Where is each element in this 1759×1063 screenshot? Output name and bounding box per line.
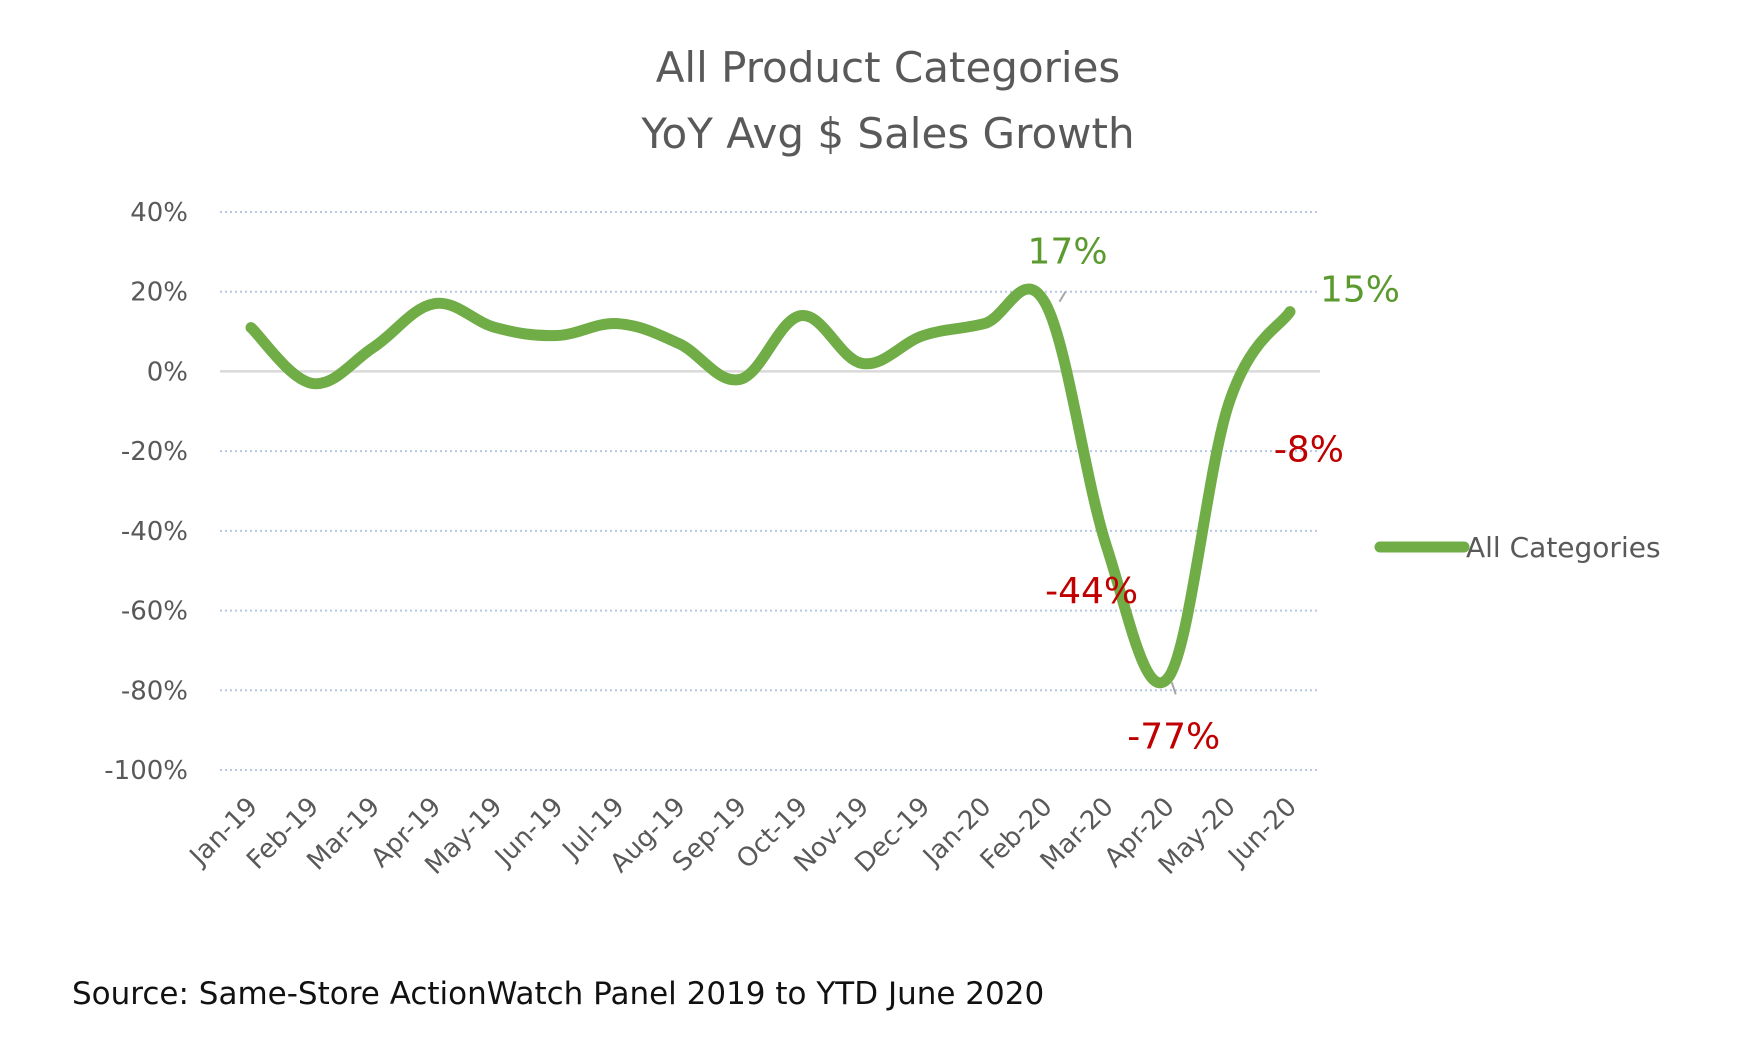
annotation-leader [1170, 682, 1177, 695]
chart-title: All Product Categories YoY Avg $ Sales G… [640, 43, 1134, 158]
legend-label-all-categories: All Categories [1466, 531, 1661, 564]
data-label: -77% [1127, 716, 1220, 757]
y-tick-label: -40% [121, 517, 188, 547]
y-axis-ticks: 40% 20% 0% -20% -40% -60% -80% -100% [104, 198, 188, 786]
y-tick-label: -20% [121, 437, 188, 467]
source-note: Source: Same-Store ActionWatch Panel 201… [72, 976, 1045, 1012]
gridlines [220, 211, 1320, 771]
series-line-all-categories [245, 283, 1296, 689]
x-axis-ticks: Jan-19Feb-19Mar-19Apr-19May-19Jun-19Jul-… [183, 792, 1303, 881]
y-tick-label: -60% [121, 597, 188, 627]
annotations: 17% 15% -8% -44% -77% [1028, 232, 1400, 758]
annotation-leaders [1058, 291, 1177, 695]
chart-title-line: All Product Categories [656, 43, 1121, 92]
series-lines [245, 283, 1296, 689]
data-label: 17% [1028, 232, 1108, 273]
data-label: -44% [1045, 571, 1138, 612]
y-tick-label: -80% [121, 676, 188, 706]
legend: All Categories [1374, 531, 1661, 564]
data-label: 15% [1320, 270, 1400, 311]
annotation-leader [1058, 291, 1067, 303]
chart-subtitle-line: YoY Avg $ Sales Growth [640, 109, 1134, 158]
y-tick-label: 20% [130, 278, 188, 308]
y-tick-label: 0% [147, 357, 188, 387]
y-tick-label: -100% [104, 756, 188, 786]
y-tick-label: 40% [130, 198, 188, 228]
x-tick-label: Jun-19 [488, 792, 569, 873]
data-label: -8% [1274, 429, 1344, 470]
x-tick-label: Jun-20 [1222, 792, 1303, 873]
